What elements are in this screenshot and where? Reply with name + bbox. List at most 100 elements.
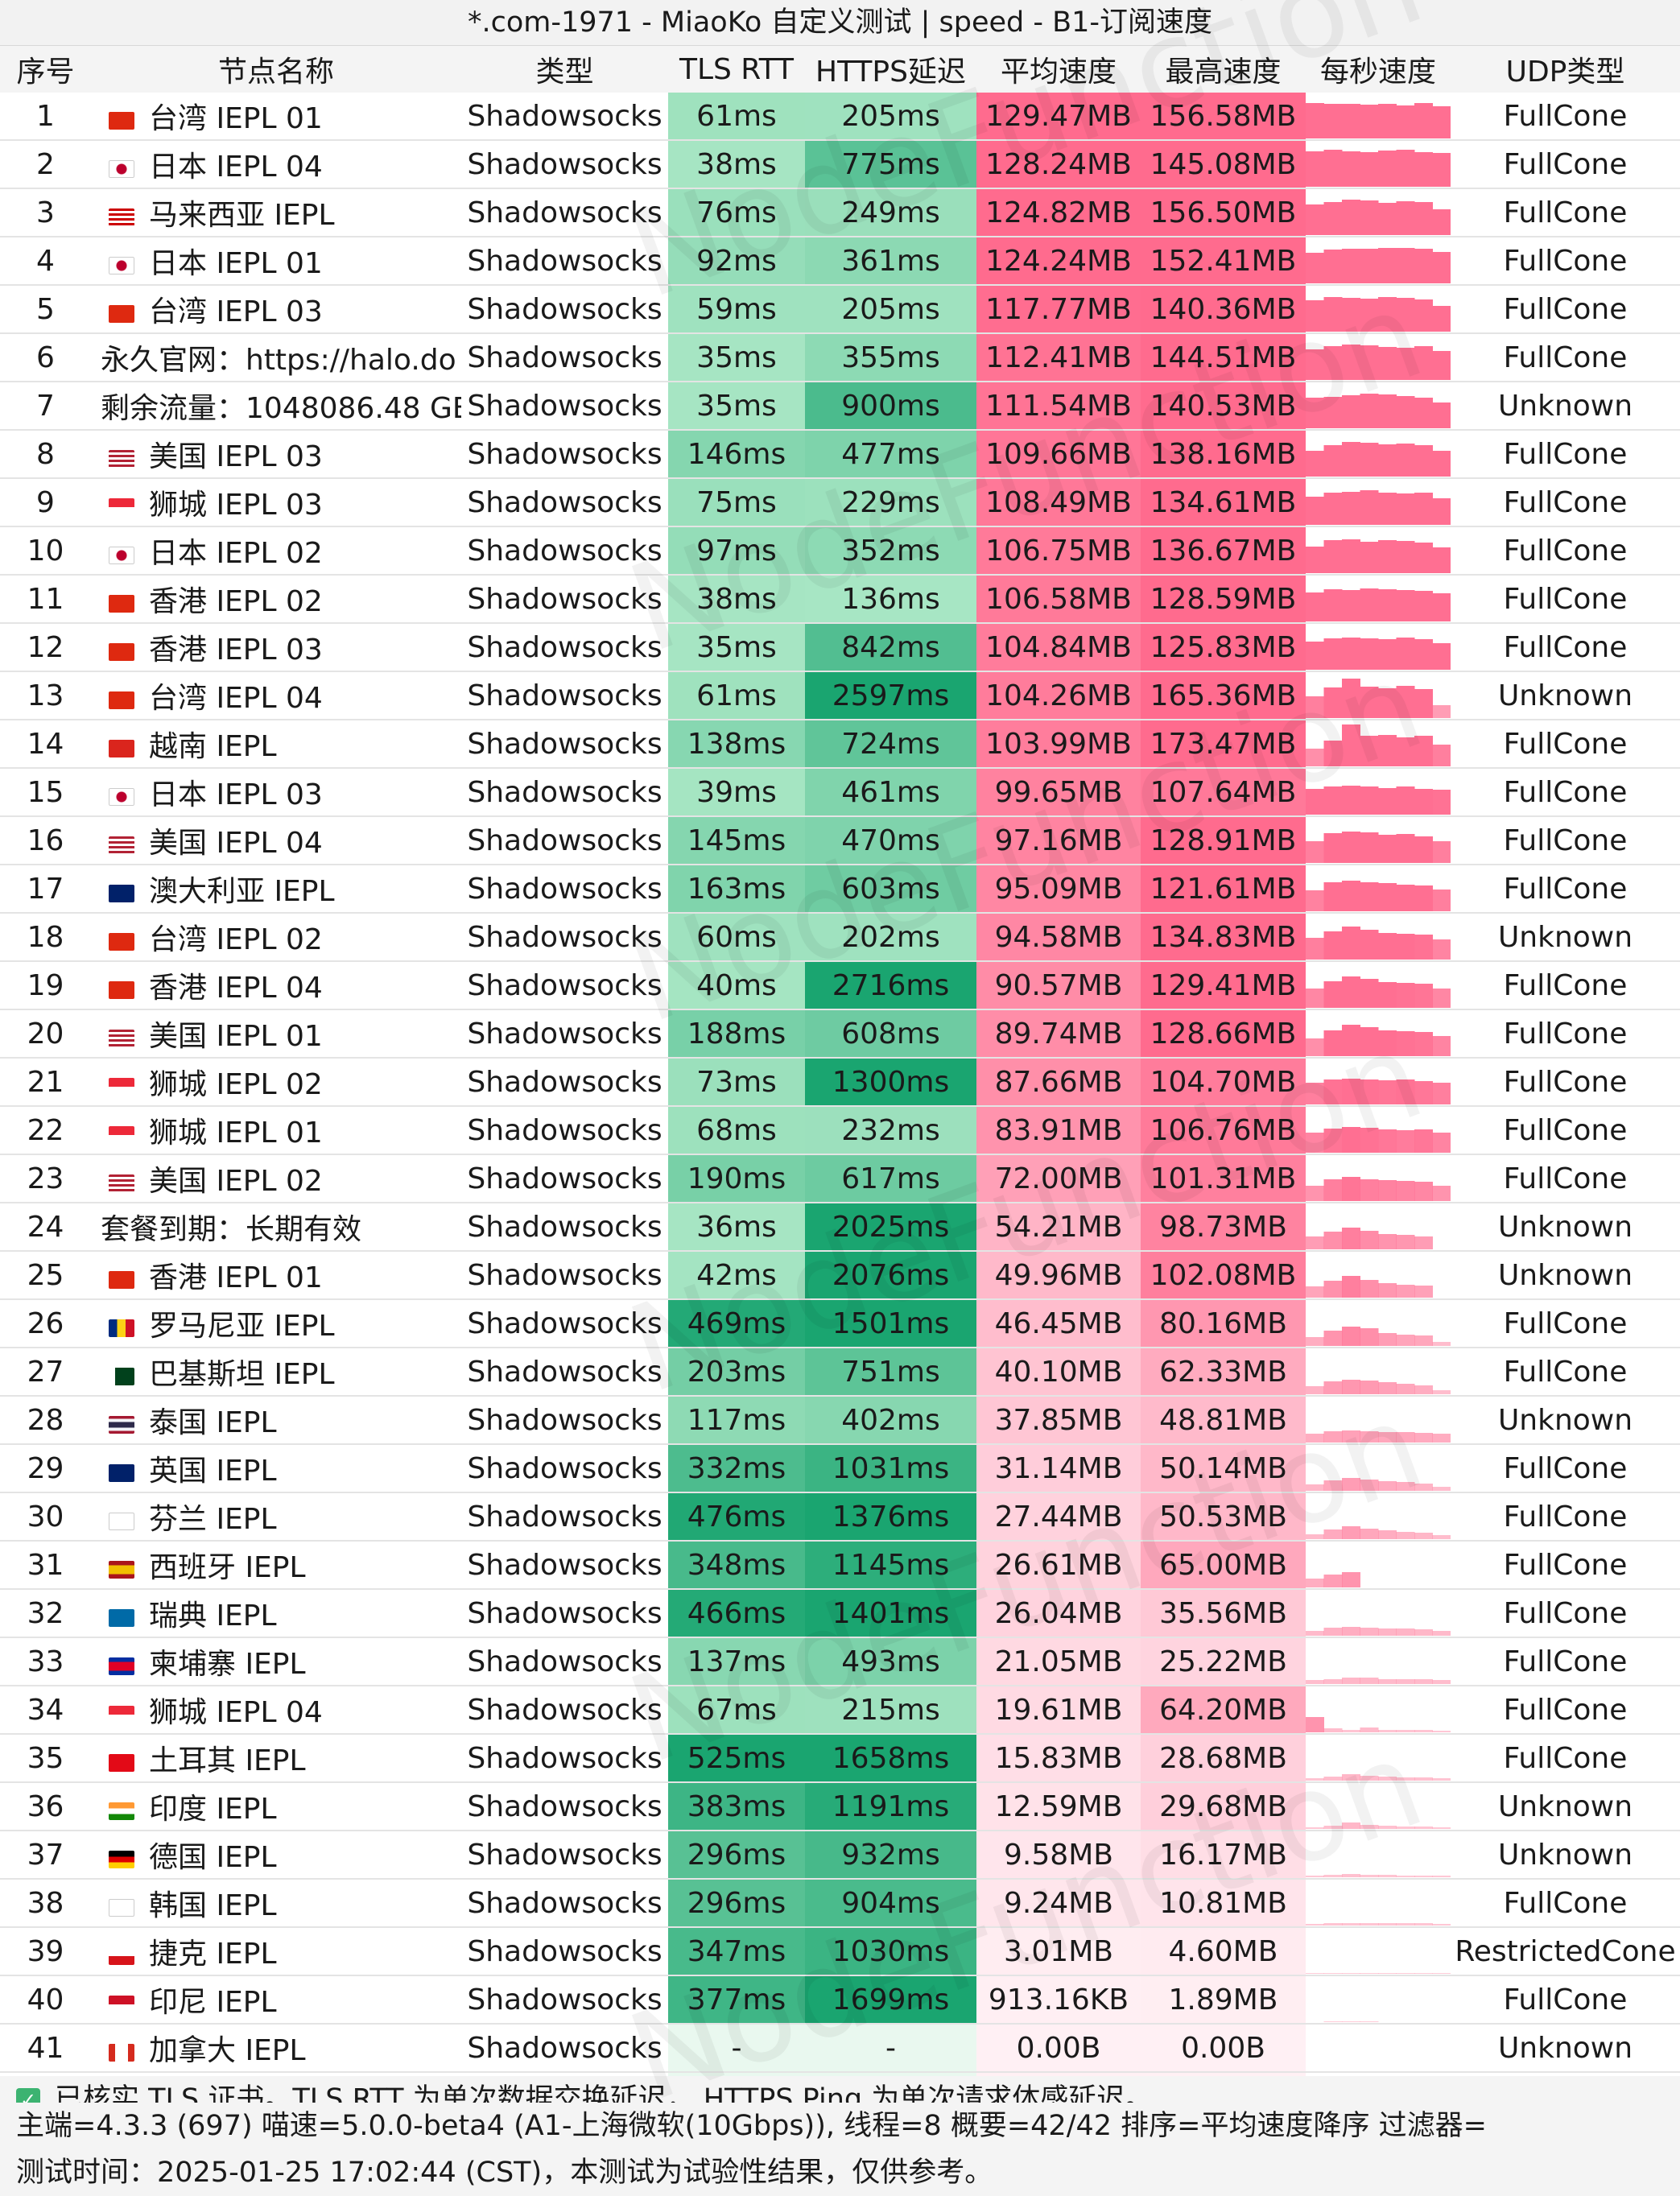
per-second-speed bbox=[1306, 333, 1451, 382]
table-row[interactable]: 30 芬兰 IEPL Shadowsocks 476ms 1376ms 27.44MB 50… bbox=[0, 1492, 1680, 1542]
sparkline-bar bbox=[1432, 1434, 1451, 1443]
node-type: Shadowsocks bbox=[461, 1203, 668, 1252]
tls-rtt: - bbox=[668, 2024, 805, 2073]
sparkline-bar bbox=[1414, 789, 1433, 815]
max-speed: 65.00MB bbox=[1141, 1541, 1306, 1590]
table-row[interactable]: 26 罗马尼亚 IEPL Shadowsocks 469ms 1501ms 46.45MB… bbox=[0, 1299, 1680, 1348]
table-row[interactable]: 15 日本 IEPL 03 Shadowsocks 39ms 461ms 99.65MB 1… bbox=[0, 768, 1680, 817]
row-index: 25 bbox=[0, 1251, 91, 1300]
header-avg-speed[interactable]: 平均速度 bbox=[976, 46, 1141, 93]
node-name: 日本 IEPL 03 bbox=[91, 768, 461, 817]
sparkline-bar bbox=[1414, 346, 1433, 380]
header-type[interactable]: 类型 bbox=[461, 46, 668, 93]
table-row[interactable]: 9 狮城 IEPL 03 Shadowsocks 75ms 229ms 108.49MB 1… bbox=[0, 478, 1680, 527]
sparkline-bar bbox=[1360, 930, 1379, 960]
table-row[interactable]: 20 美国 IEPL 01 Shadowsocks 188ms 608ms 89.74MB… bbox=[0, 1009, 1680, 1059]
sparkline-bar bbox=[1323, 833, 1343, 863]
node-name-label: 韩国 IEPL bbox=[149, 1889, 277, 1922]
table-row[interactable]: 4 日本 IEPL 01 Shadowsocks 92ms 361ms 124.24MB 1… bbox=[0, 237, 1680, 286]
header-tls-rtt[interactable]: TLS RTT bbox=[668, 46, 805, 93]
node-name: 永久官网：https://halo.do bbox=[91, 333, 461, 382]
header-max-speed[interactable]: 最高速度 bbox=[1141, 46, 1306, 93]
table-row[interactable]: 39 捷克 IEPL Shadowsocks 347ms 1030ms 3.01MB 4.6… bbox=[0, 1927, 1680, 1976]
node-name-label: 加拿大 IEPL bbox=[149, 2034, 306, 2067]
table-row[interactable]: 2 日本 IEPL 04 Shadowsocks 38ms 775ms 128.24MB 1… bbox=[0, 140, 1680, 189]
sparkline-bar bbox=[1323, 882, 1343, 911]
sparkline-bar bbox=[1396, 1827, 1415, 1829]
table-row[interactable]: 19 香港 IEPL 04 Shadowsocks 40ms 2716ms 90.57MB… bbox=[0, 961, 1680, 1010]
sparkline-bar bbox=[1432, 1731, 1451, 1732]
tls-rtt: 188ms bbox=[668, 1009, 805, 1059]
sparkline-bar bbox=[1378, 1973, 1397, 1974]
table-body: 1 台湾 IEPL 01 Shadowsocks 61ms 205ms 129.47MB 1… bbox=[0, 93, 1680, 2121]
table-row[interactable]: 31 西班牙 IEPL Shadowsocks 348ms 1145ms 26.61MB 6… bbox=[0, 1541, 1680, 1590]
header-https-latency[interactable]: HTTPS延迟 bbox=[805, 46, 976, 93]
table-row[interactable]: 12 香港 IEPL 03 Shadowsocks 35ms 842ms 104.84MB… bbox=[0, 623, 1680, 672]
flag-se-icon bbox=[109, 1609, 134, 1627]
table-row[interactable]: 3 马来西亚 IEPL Shadowsocks 76ms 249ms 124.82MB 15… bbox=[0, 188, 1680, 237]
sparkline-bar bbox=[1306, 938, 1324, 960]
row-index: 19 bbox=[0, 961, 91, 1010]
per-second-speed bbox=[1306, 768, 1451, 817]
avg-speed: 72.00MB bbox=[976, 1154, 1141, 1203]
table-row[interactable]: 28 泰国 IEPL Shadowsocks 117ms 402ms 37.85MB 48.… bbox=[0, 1396, 1680, 1445]
header-per-second-speed[interactable]: 每秒速度 bbox=[1306, 46, 1451, 93]
sparkline-bar bbox=[1342, 724, 1360, 766]
node-type: Shadowsocks bbox=[461, 1492, 668, 1542]
table-row[interactable]: 27 巴基斯坦 IEPL Shadowsocks 203ms 751ms 40.10MB 6… bbox=[0, 1348, 1680, 1397]
table-row[interactable]: 11 香港 IEPL 02 Shadowsocks 38ms 136ms 106.58MB… bbox=[0, 575, 1680, 624]
table-row[interactable]: 37 德国 IEPL Shadowsocks 296ms 932ms 9.58MB 16.1… bbox=[0, 1831, 1680, 1880]
sparkline-bar bbox=[1414, 493, 1433, 525]
table-row[interactable]: 24 套餐到期：长期有效 Shadowsocks 36ms 2025ms 54.21MB 9… bbox=[0, 1203, 1680, 1252]
table-row[interactable]: 18 台湾 IEPL 02 Shadowsocks 60ms 202ms 94.58MB 1… bbox=[0, 913, 1680, 962]
node-name-label: 印度 IEPL bbox=[149, 1793, 277, 1826]
table-row[interactable]: 32 瑞典 IEPL Shadowsocks 466ms 1401ms 26.04MB 35… bbox=[0, 1589, 1680, 1638]
node-type: Shadowsocks bbox=[461, 1541, 668, 1590]
sparkline-bar bbox=[1414, 445, 1433, 477]
table-row[interactable]: 22 狮城 IEPL 01 Shadowsocks 68ms 232ms 83.91MB 1… bbox=[0, 1106, 1680, 1155]
table-row[interactable]: 21 狮城 IEPL 02 Shadowsocks 73ms 1300ms 87.66MB… bbox=[0, 1058, 1680, 1107]
table-row[interactable]: 29 英国 IEPL Shadowsocks 332ms 1031ms 31.14MB 50… bbox=[0, 1444, 1680, 1493]
table-row[interactable]: 5 台湾 IEPL 03 Shadowsocks 59ms 205ms 117.77MB 1… bbox=[0, 285, 1680, 334]
header-node-name[interactable]: 节点名称 bbox=[91, 46, 461, 93]
table-row[interactable]: 41 加拿大 IEPL Shadowsocks - -0.00B 0.00B Unknown bbox=[0, 2024, 1680, 2073]
max-speed: 128.91MB bbox=[1141, 816, 1306, 865]
table-row[interactable]: 8 美国 IEPL 03 Shadowsocks 146ms 477ms 109.66MB… bbox=[0, 430, 1680, 479]
sparkline-bar bbox=[1396, 1730, 1415, 1732]
per-second-speed bbox=[1306, 478, 1451, 527]
table-row[interactable]: 17 澳大利亚 IEPL Shadowsocks 163ms 603ms 95.09MB 1… bbox=[0, 865, 1680, 914]
table-row[interactable]: 6 永久官网：https://halo.do Shadowsocks 35ms 355m… bbox=[0, 333, 1680, 382]
avg-speed: 124.24MB bbox=[976, 237, 1141, 286]
sparkline-bar bbox=[1396, 1079, 1415, 1104]
table-row[interactable]: 36 印度 IEPL Shadowsocks 383ms 1191ms 12.59MB 29… bbox=[0, 1782, 1680, 1831]
sparkline-bar bbox=[1306, 1579, 1324, 1587]
header-udp-type[interactable]: UDP类型 bbox=[1451, 46, 1680, 93]
https-latency: 775ms bbox=[805, 140, 976, 189]
table-row[interactable]: 40 印尼 IEPL Shadowsocks 377ms 1699ms 913.16KB 1… bbox=[0, 1975, 1680, 2025]
tls-rtt: 296ms bbox=[668, 1879, 805, 1928]
sparkline-bar bbox=[1323, 1973, 1343, 1974]
table-row[interactable]: 38 韩国 IEPL Shadowsocks 296ms 904ms 9.24MB 10.8… bbox=[0, 1879, 1680, 1928]
sparkline-bar bbox=[1432, 547, 1451, 573]
table-row[interactable]: 1 台湾 IEPL 01 Shadowsocks 61ms 205ms 129.47MB 1… bbox=[0, 93, 1680, 141]
table-row[interactable]: 23 美国 IEPL 02 Shadowsocks 190ms 617ms 72.00MB… bbox=[0, 1154, 1680, 1203]
node-name: 狮城 IEPL 03 bbox=[91, 478, 461, 527]
table-row[interactable]: 14 越南 IEPL Shadowsocks 138ms 724ms 103.99MB 17… bbox=[0, 720, 1680, 769]
sparkline-bar bbox=[1323, 589, 1343, 621]
table-row[interactable]: 7 剩余流量：1048086.48 GB Shadowsocks 35ms 900ms 1… bbox=[0, 382, 1680, 431]
node-name: 狮城 IEPL 01 bbox=[91, 1106, 461, 1155]
avg-speed: 9.24MB bbox=[976, 1879, 1141, 1928]
table-row[interactable]: 35 土耳其 IEPL Shadowsocks 525ms 1658ms 15.83MB 2… bbox=[0, 1734, 1680, 1783]
table-row[interactable]: 13 台湾 IEPL 04 Shadowsocks 61ms 2597ms 104.26M… bbox=[0, 671, 1680, 720]
max-speed: 101.31MB bbox=[1141, 1154, 1306, 1203]
table-row[interactable]: 25 香港 IEPL 01 Shadowsocks 42ms 2076ms 49.96MB… bbox=[0, 1251, 1680, 1300]
table-row[interactable]: 34 狮城 IEPL 04 Shadowsocks 67ms 215ms 19.61MB 6… bbox=[0, 1686, 1680, 1735]
table-row[interactable]: 33 柬埔寨 IEPL Shadowsocks 137ms 493ms 21.05MB 25… bbox=[0, 1637, 1680, 1686]
sparkline-bar bbox=[1396, 1973, 1415, 1974]
table-row[interactable]: 10 日本 IEPL 02 Shadowsocks 97ms 352ms 106.75MB… bbox=[0, 526, 1680, 576]
header-index[interactable]: 序号 bbox=[0, 46, 91, 93]
table-row[interactable]: 16 美国 IEPL 04 Shadowsocks 145ms 470ms 97.16MB… bbox=[0, 816, 1680, 865]
sparkline-bar bbox=[1432, 643, 1451, 670]
window-title: *.com-1971 - MiaoKo 自定义测试 | speed - B1-订… bbox=[0, 0, 1680, 46]
row-index: 22 bbox=[0, 1106, 91, 1155]
